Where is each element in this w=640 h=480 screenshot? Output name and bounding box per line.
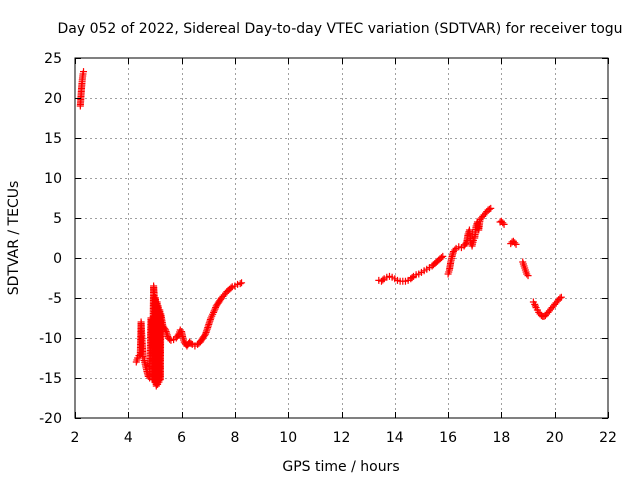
plot-frame <box>74 57 609 419</box>
data-point <box>512 240 520 248</box>
data-point <box>531 300 539 308</box>
x-tick-label: 2 <box>71 430 80 446</box>
x-tick-label: 18 <box>492 430 510 446</box>
y-tick-label: 20 <box>44 91 62 107</box>
chart-title: Day 052 of 2022, Sidereal Day-to-day VTE… <box>57 21 622 37</box>
data-point <box>236 280 244 288</box>
tick-labels: 2 4 6 8 10 12 14 16 18 20 22 -20 -15 -10 -5 0 5 10 15 20 25 <box>39 51 617 446</box>
data-point <box>557 293 565 301</box>
data-point <box>80 68 88 76</box>
y-tick-label: -20 <box>39 411 62 427</box>
data-point <box>238 279 246 287</box>
data-point <box>210 307 218 315</box>
data-point <box>187 339 195 347</box>
x-tick-label: 12 <box>333 430 351 446</box>
x-tick-label: 4 <box>124 430 133 446</box>
axis-ticks <box>75 58 609 419</box>
data-point <box>499 219 507 227</box>
data-point <box>556 294 564 302</box>
x-tick-label: 10 <box>279 430 297 446</box>
data-point <box>135 352 143 360</box>
data-point <box>511 239 519 247</box>
y-tick-label: 5 <box>53 211 62 227</box>
data-point <box>437 254 445 262</box>
data-point <box>379 276 387 284</box>
y-tick-label: -15 <box>39 371 62 387</box>
data-point <box>176 326 184 334</box>
data-point <box>451 246 459 254</box>
data-point <box>531 302 539 310</box>
y-tick-label: 15 <box>44 131 62 147</box>
data-point <box>485 205 493 213</box>
data-point <box>500 220 508 228</box>
y-tick-label: -5 <box>48 291 62 307</box>
data-point <box>523 270 531 278</box>
x-axis-label: GPS time / hours <box>282 459 399 475</box>
x-tick-label: 14 <box>386 430 404 446</box>
data-point <box>487 204 495 212</box>
x-tick-label: 8 <box>230 430 239 446</box>
y-tick-label: 0 <box>53 251 62 267</box>
data-point <box>408 274 416 282</box>
grid-lines <box>75 58 608 418</box>
x-tick-label: 16 <box>439 430 457 446</box>
data-point <box>439 252 447 260</box>
x-tick-label: 20 <box>546 430 564 446</box>
data-point <box>210 308 218 316</box>
y-tick-label: 10 <box>44 171 62 187</box>
data-point <box>211 305 219 313</box>
y-axis-label: SDTVAR / TECUs <box>6 181 22 296</box>
x-tick-label: 6 <box>177 430 186 446</box>
data-point <box>524 272 532 280</box>
y-tick-label: 25 <box>44 51 62 67</box>
x-tick-label: 22 <box>599 430 617 446</box>
data-point <box>227 284 235 292</box>
data-series-sdtvar <box>76 68 565 390</box>
y-tick-label: -10 <box>39 331 62 347</box>
